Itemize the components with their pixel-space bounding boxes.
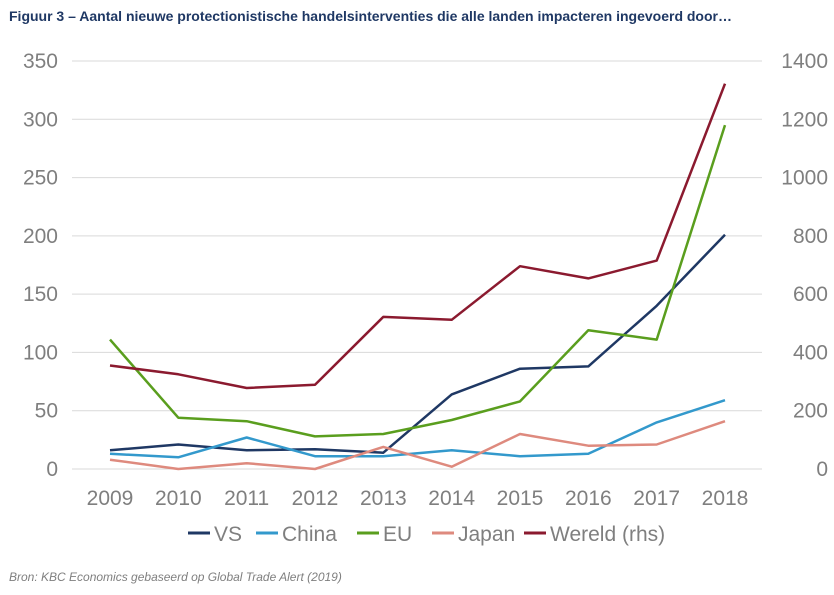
x-tick-label: 2016 (565, 487, 612, 510)
series-lines (109, 83, 727, 471)
legend-label-vs: VS (214, 523, 242, 546)
y-tick-label: 300 (23, 108, 58, 131)
gridlines (72, 60, 762, 470)
x-tick-label: 2014 (428, 487, 475, 510)
y-tick-label: 100 (23, 341, 58, 364)
y2-tick-label: 1400 (781, 50, 828, 73)
series-line-japan (109, 420, 726, 471)
source-note: Bron: KBC Economics gebaseerd op Global … (9, 570, 342, 584)
x-tick-label: 2010 (155, 487, 202, 510)
x-tick-label: 2017 (633, 487, 680, 510)
x-tick-label: 2011 (224, 487, 269, 510)
legend-label-eu: EU (383, 523, 412, 546)
y2-tick-label: 600 (793, 283, 828, 306)
series-line-wereld-rhs (109, 83, 727, 390)
x-axis: 2009 2010 2011 2012 2013 2014 2015 2016 2017 2018 (87, 487, 749, 510)
y2-tick-label: 1000 (781, 167, 828, 190)
x-tick-label: 2009 (87, 487, 134, 510)
y-axis-left: 0 50 100 150 200 250 300 350 (23, 50, 58, 481)
y-tick-label: 350 (23, 50, 58, 73)
y2-tick-label: 400 (793, 341, 828, 364)
x-tick-label: 2015 (497, 487, 544, 510)
y-tick-label: 0 (46, 458, 58, 481)
chart-title: Figuur 3 – Aantal nieuwe protectionistis… (9, 8, 732, 24)
x-tick-label: 2018 (702, 487, 749, 510)
y2-tick-label: 1200 (781, 108, 828, 131)
legend-label-china: China (282, 523, 337, 546)
legend: VS China EU Japan Wereld (rhs) (188, 523, 665, 546)
y-axis-right: 0 200 400 600 800 1000 1200 1400 (781, 50, 828, 481)
y-tick-label: 250 (23, 167, 58, 190)
y2-tick-label: 800 (793, 225, 828, 248)
series-line-eu (109, 124, 727, 438)
series-line-china (109, 399, 726, 459)
y-tick-label: 150 (23, 283, 58, 306)
y2-tick-label: 0 (816, 458, 828, 481)
x-tick-label: 2012 (292, 487, 339, 510)
y2-tick-label: 200 (793, 400, 828, 423)
legend-label-wereld-rhs: Wereld (rhs) (550, 523, 665, 546)
y-tick-label: 50 (35, 400, 58, 423)
x-tick-label: 2013 (360, 487, 407, 510)
legend-label-japan: Japan (458, 523, 515, 546)
y-tick-label: 200 (23, 225, 58, 248)
